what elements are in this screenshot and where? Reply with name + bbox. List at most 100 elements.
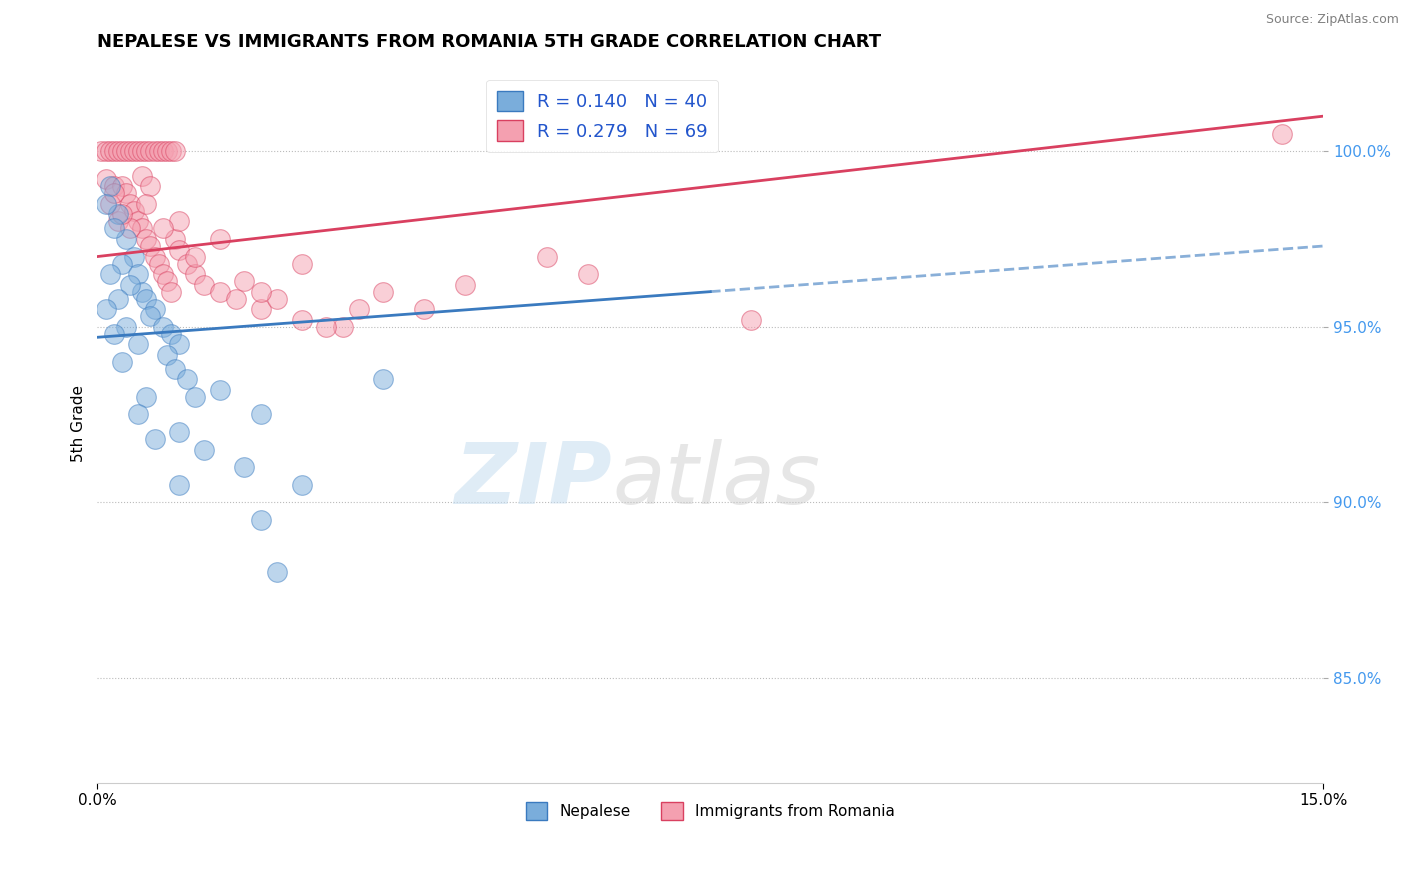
Point <box>139 145 162 159</box>
Point <box>127 408 149 422</box>
Point <box>115 319 138 334</box>
Point <box>152 221 174 235</box>
Point <box>184 250 207 264</box>
Point <box>103 179 125 194</box>
Point <box>163 232 186 246</box>
Point <box>98 179 121 194</box>
Point <box>94 172 117 186</box>
Text: atlas: atlas <box>612 440 820 523</box>
Point <box>233 274 256 288</box>
Point <box>127 145 149 159</box>
Point <box>225 292 247 306</box>
Point <box>576 267 599 281</box>
Point <box>131 221 153 235</box>
Point <box>127 337 149 351</box>
Point <box>143 302 166 317</box>
Point <box>94 197 117 211</box>
Point <box>1271 127 1294 141</box>
Point <box>184 390 207 404</box>
Point <box>107 207 129 221</box>
Point <box>107 145 129 159</box>
Point <box>233 460 256 475</box>
Point <box>167 243 190 257</box>
Text: Source: ZipAtlas.com: Source: ZipAtlas.com <box>1265 13 1399 27</box>
Point <box>454 277 477 292</box>
Point <box>193 442 215 457</box>
Point <box>249 408 271 422</box>
Point <box>167 214 190 228</box>
Point <box>103 186 125 201</box>
Point <box>122 250 145 264</box>
Point <box>152 267 174 281</box>
Point <box>122 145 145 159</box>
Point <box>94 145 117 159</box>
Point <box>163 145 186 159</box>
Point <box>413 302 436 317</box>
Point <box>160 145 183 159</box>
Point <box>103 221 125 235</box>
Point <box>135 390 157 404</box>
Point <box>143 145 166 159</box>
Point <box>176 372 198 386</box>
Point <box>143 250 166 264</box>
Point <box>315 319 337 334</box>
Point <box>160 326 183 341</box>
Point <box>111 179 134 194</box>
Point <box>135 145 157 159</box>
Point <box>111 256 134 270</box>
Point <box>115 186 138 201</box>
Point <box>193 277 215 292</box>
Point <box>143 432 166 446</box>
Point <box>208 232 231 246</box>
Point <box>98 145 121 159</box>
Point <box>536 250 558 264</box>
Point <box>291 256 314 270</box>
Point <box>111 207 134 221</box>
Point <box>249 285 271 299</box>
Point <box>111 145 134 159</box>
Point <box>131 285 153 299</box>
Point <box>131 169 153 183</box>
Point <box>98 197 121 211</box>
Point <box>103 145 125 159</box>
Point <box>740 312 762 326</box>
Point <box>208 383 231 397</box>
Point <box>118 221 141 235</box>
Point <box>107 292 129 306</box>
Point <box>347 302 370 317</box>
Point <box>148 145 170 159</box>
Point <box>135 292 157 306</box>
Point <box>373 285 395 299</box>
Point <box>160 285 183 299</box>
Text: NEPALESE VS IMMIGRANTS FROM ROMANIA 5TH GRADE CORRELATION CHART: NEPALESE VS IMMIGRANTS FROM ROMANIA 5TH … <box>97 33 882 51</box>
Point <box>118 145 141 159</box>
Point <box>107 214 129 228</box>
Point <box>135 232 157 246</box>
Point <box>127 267 149 281</box>
Point <box>266 566 288 580</box>
Point <box>176 256 198 270</box>
Point <box>167 337 190 351</box>
Point <box>208 285 231 299</box>
Legend: Nepalese, Immigrants from Romania: Nepalese, Immigrants from Romania <box>520 796 901 826</box>
Point <box>118 197 141 211</box>
Point <box>148 256 170 270</box>
Point <box>156 274 179 288</box>
Point <box>291 312 314 326</box>
Point <box>90 145 112 159</box>
Point <box>115 232 138 246</box>
Point <box>249 302 271 317</box>
Point <box>249 513 271 527</box>
Point <box>184 267 207 281</box>
Point <box>266 292 288 306</box>
Point <box>152 319 174 334</box>
Point <box>135 197 157 211</box>
Point <box>131 145 153 159</box>
Point <box>332 319 354 334</box>
Point <box>152 145 174 159</box>
Point <box>94 302 117 317</box>
Point <box>98 267 121 281</box>
Point <box>156 348 179 362</box>
Point <box>373 372 395 386</box>
Point <box>111 355 134 369</box>
